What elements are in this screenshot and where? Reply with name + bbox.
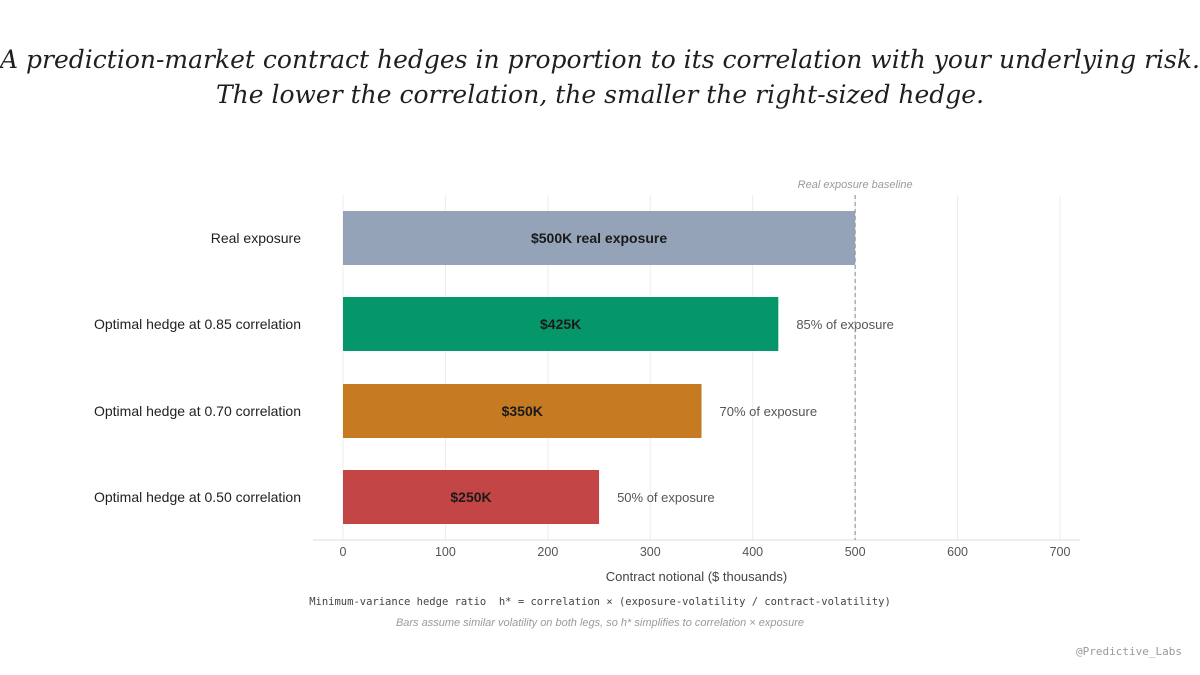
bar-percent-label: 85% of exposure [796, 317, 894, 332]
category-label: Optimal hedge at 0.50 correlation [94, 489, 301, 505]
bar [343, 384, 702, 438]
footnote-text: Bars assume similar volatility on both l… [395, 617, 805, 629]
category-label: Real exposure [211, 230, 301, 246]
bar-percent-label: 50% of exposure [617, 490, 715, 505]
bar [343, 297, 779, 351]
baseline-reference-label: Real exposure baseline [798, 179, 913, 191]
bar-value-label: $500K real exposure [531, 230, 667, 246]
bar-value-label: $350K [502, 403, 543, 419]
x-tick-label: 400 [742, 545, 763, 559]
author-handle: @Predictive_Labs [1076, 645, 1182, 658]
x-tick-label: 100 [435, 545, 456, 559]
x-axis-label: Contract notional ($ thousands) [606, 569, 787, 584]
x-tick-label: 700 [1050, 545, 1071, 559]
bar [343, 211, 856, 265]
x-tick-label: 500 [845, 545, 866, 559]
formula-text: Minimum-variance hedge ratio h* = correl… [309, 596, 891, 608]
x-tick-label: 200 [537, 545, 558, 559]
x-tick-label: 0 [340, 545, 347, 559]
title-line-1: A prediction-market contract hedges in p… [0, 45, 1200, 74]
x-tick-label: 300 [640, 545, 661, 559]
bar-value-label: $250K [450, 489, 491, 505]
bar-percent-label: 70% of exposure [720, 404, 818, 419]
x-tick-label: 600 [947, 545, 968, 559]
chart-title: A prediction-market contract hedges in p… [0, 42, 1200, 112]
bar-value-label: $425K [540, 316, 581, 332]
title-line-2: The lower the correlation, the smaller t… [215, 80, 985, 109]
bar [343, 470, 600, 524]
category-label: Optimal hedge at 0.85 correlation [94, 316, 301, 332]
category-label: Optimal hedge at 0.70 correlation [94, 403, 301, 419]
